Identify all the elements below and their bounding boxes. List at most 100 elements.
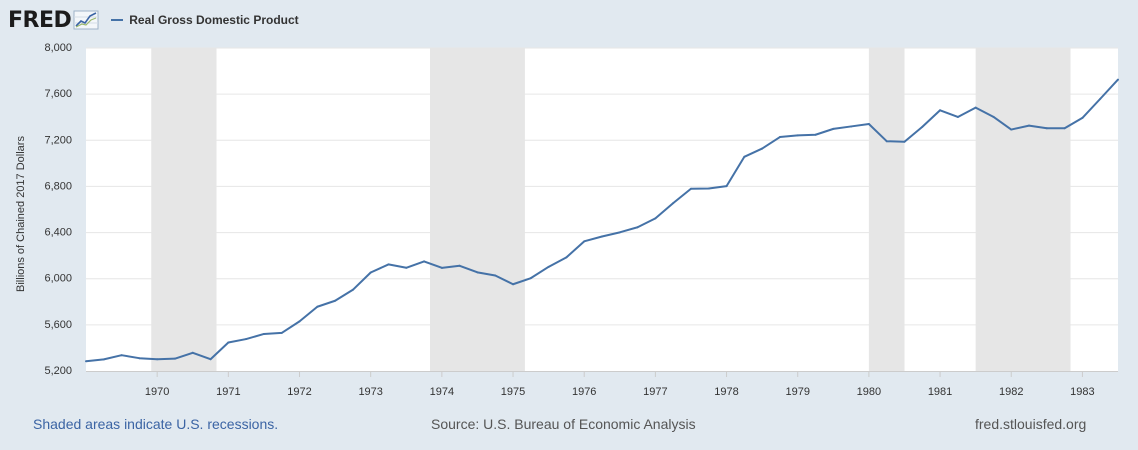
y-tick-label: 6,000 (44, 273, 72, 285)
data-point (1045, 127, 1048, 130)
x-tick-label: 1979 (785, 386, 809, 398)
recession-band-0 (151, 48, 217, 371)
data-point (191, 351, 194, 354)
data-point (298, 320, 301, 323)
plot-background (86, 48, 1118, 371)
data-point (262, 332, 265, 335)
site-link[interactable]: fred.stlouisfed.org (975, 416, 1087, 432)
data-point (814, 133, 817, 136)
x-tick-label: 1971 (216, 386, 240, 398)
data-point (120, 354, 123, 357)
x-tick-label: 1977 (643, 386, 667, 398)
y-tick-label: 7,200 (44, 134, 72, 146)
data-point (280, 331, 283, 334)
x-tick-label: 1972 (287, 386, 311, 398)
x-tick-label: 1982 (999, 386, 1023, 398)
data-point (245, 338, 248, 341)
y-axis-ticks: 5,200 5,600 6,000 6,400 6,800 7,200 7,600 8,000 (44, 42, 72, 377)
gridlines (86, 47, 1118, 326)
data-point (885, 140, 888, 143)
recession-band-3 (975, 48, 1071, 371)
data-point (369, 271, 372, 274)
data-point (209, 358, 212, 361)
data-point (654, 217, 657, 220)
recession-band-2 (868, 48, 905, 371)
data-point (761, 147, 764, 150)
x-tick-label: 1970 (145, 386, 169, 398)
data-point (725, 185, 728, 188)
x-tick-label: 1981 (928, 386, 952, 398)
data-point (601, 235, 603, 238)
y-axis-label: Billions of Chained 2017 Dollars (15, 136, 27, 292)
y-tick-label: 6,800 (44, 180, 72, 192)
y-tick-label: 8,000 (44, 42, 72, 54)
data-point (618, 231, 621, 234)
data-point (173, 357, 176, 360)
chart-header: FRED Real Gross Domestic Product (8, 6, 299, 34)
data-point (939, 109, 942, 112)
x-tick-label: 1983 (1070, 386, 1094, 398)
data-point (1099, 97, 1102, 100)
recession-band-1 (430, 48, 525, 371)
data-point (743, 155, 746, 158)
x-tick-label: 1976 (572, 386, 596, 398)
data-point (1081, 116, 1084, 119)
recession-note-link[interactable]: Shaded areas indicate U.S. recessions. (33, 416, 279, 432)
data-point (636, 226, 639, 229)
data-point (102, 358, 105, 361)
data-point (1010, 128, 1013, 131)
data-point (672, 202, 675, 205)
data-point (867, 123, 870, 126)
x-tick-label: 1975 (501, 386, 525, 398)
y-tick-label: 5,600 (44, 319, 72, 331)
data-point (565, 256, 568, 259)
x-tick-label: 1974 (430, 386, 454, 398)
y-tick-label: 6,400 (44, 227, 72, 239)
recession-bands (151, 48, 1071, 371)
data-point (512, 283, 515, 286)
data-point (850, 125, 853, 128)
x-tick-label: 1980 (857, 386, 881, 398)
legend-label: Real Gross Domestic Product (129, 13, 299, 27)
x-tick-label: 1973 (358, 386, 382, 398)
data-point (832, 127, 835, 130)
chart-trend-icon (73, 10, 99, 30)
source-text: Source: U.S. Bureau of Economic Analysis (431, 416, 696, 432)
data-point (529, 277, 532, 280)
x-axis-ticks: 1970 1971 1972 1973 1974 1975 1976 1977 1978 1979… (86, 371, 1118, 398)
data-point (1117, 78, 1119, 81)
data-point (351, 288, 354, 291)
y-tick-label: 5,200 (44, 365, 72, 377)
data-point (138, 357, 141, 360)
fred-logo-text: FRED (8, 7, 72, 33)
data-point (547, 265, 550, 268)
y-tick-label: 7,600 (44, 88, 72, 100)
data-series (85, 78, 1119, 363)
legend[interactable]: Real Gross Domestic Product (111, 13, 299, 27)
data-point (1063, 127, 1066, 130)
data-point (956, 115, 959, 118)
data-point (387, 263, 390, 266)
fred-logo[interactable]: FRED (8, 8, 99, 33)
data-point (903, 140, 906, 143)
data-point (707, 187, 710, 190)
data-point (423, 260, 426, 263)
data-point (85, 360, 87, 363)
data-point (458, 264, 461, 267)
data-point (316, 305, 319, 308)
x-tick-label: 1978 (714, 386, 738, 398)
data-point (494, 274, 497, 277)
legend-line-swatch (111, 19, 124, 21)
data-point (778, 136, 781, 139)
data-point (992, 115, 995, 118)
data-point (405, 266, 408, 269)
data-point (227, 341, 230, 344)
data-point (1028, 124, 1031, 127)
data-point (334, 299, 337, 302)
data-point (921, 125, 924, 128)
data-point (440, 266, 443, 269)
data-point (156, 358, 159, 361)
data-point (476, 271, 479, 274)
data-point (974, 106, 977, 109)
